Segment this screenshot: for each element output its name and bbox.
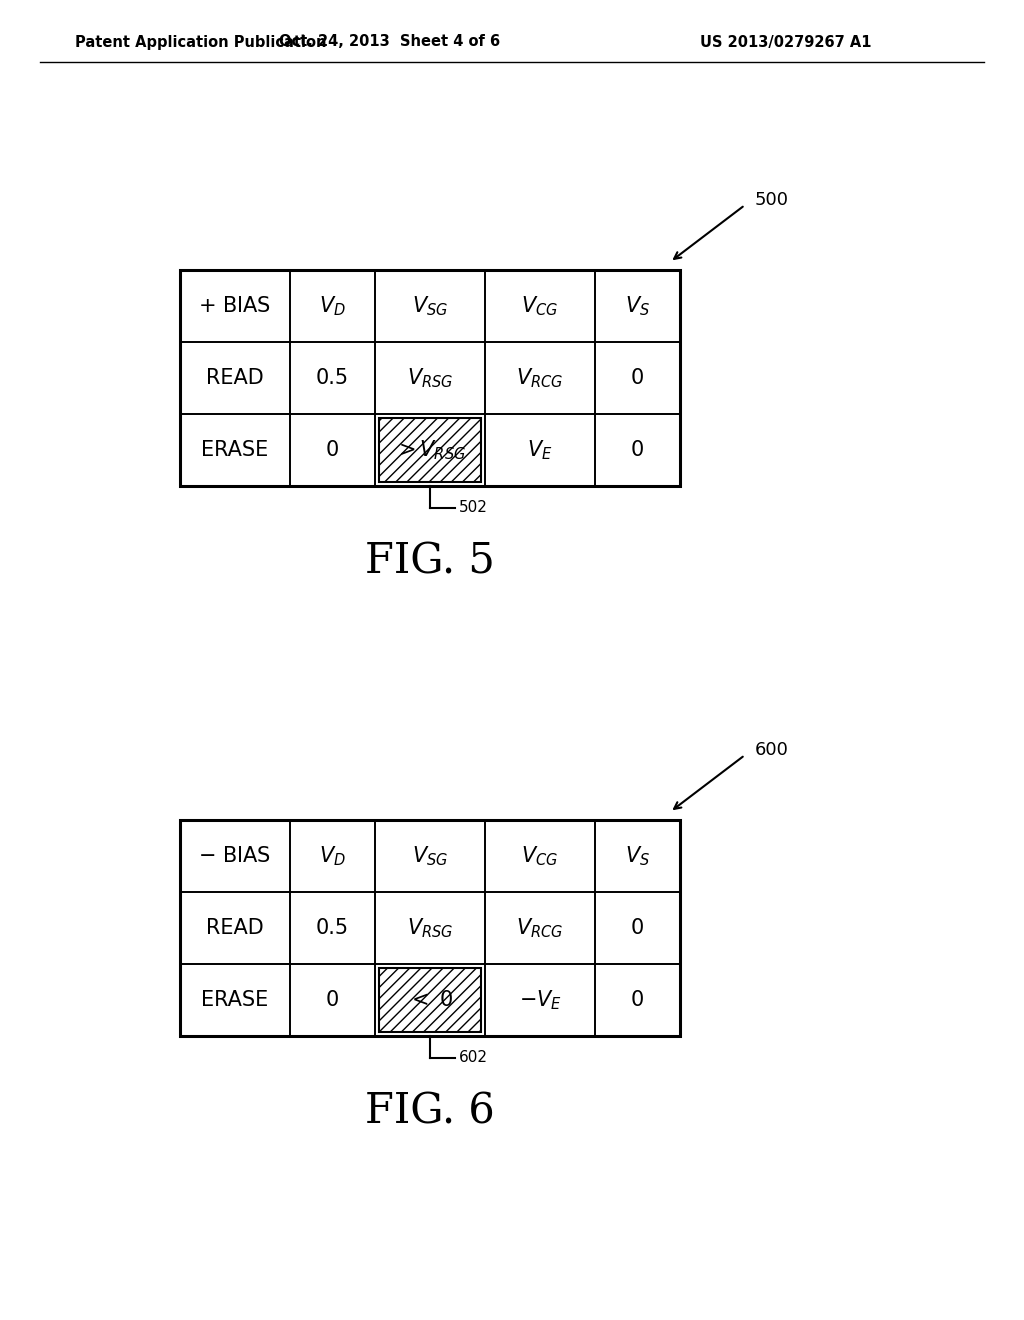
Text: FIG. 5: FIG. 5 [366, 540, 495, 582]
Text: 0: 0 [631, 990, 644, 1010]
Text: 0.5: 0.5 [316, 368, 349, 388]
Text: 0: 0 [326, 440, 339, 459]
Text: $V_{RSG}$: $V_{RSG}$ [407, 916, 454, 940]
Text: 502: 502 [459, 500, 487, 516]
Text: $V_E$: $V_E$ [527, 438, 553, 462]
Text: $+$ BIAS: $+$ BIAS [199, 296, 271, 315]
Text: READ: READ [206, 368, 264, 388]
Text: 600: 600 [755, 741, 788, 759]
Text: $-$$V_E$: $-$$V_E$ [518, 989, 561, 1012]
Text: US 2013/0279267 A1: US 2013/0279267 A1 [700, 34, 871, 49]
Text: $-$ BIAS: $-$ BIAS [199, 846, 271, 866]
Text: FIG. 6: FIG. 6 [366, 1090, 495, 1133]
Text: $V_{CG}$: $V_{CG}$ [521, 294, 558, 318]
Text: $V_{RSG}$: $V_{RSG}$ [407, 366, 454, 389]
Text: $V_{RCG}$: $V_{RCG}$ [516, 366, 563, 389]
Text: 0: 0 [326, 990, 339, 1010]
Text: 0: 0 [631, 917, 644, 939]
Text: 500: 500 [755, 191, 790, 209]
Text: ERASE: ERASE [202, 440, 268, 459]
Bar [379, 968, 481, 1032]
Text: 0: 0 [631, 368, 644, 388]
Text: $V_{RCG}$: $V_{RCG}$ [516, 916, 563, 940]
FancyBboxPatch shape [180, 820, 680, 1036]
Text: $<$ 0: $<$ 0 [407, 990, 453, 1010]
Text: $V_D$: $V_D$ [319, 845, 346, 867]
Text: 0: 0 [631, 440, 644, 459]
Text: ERASE: ERASE [202, 990, 268, 1010]
FancyBboxPatch shape [180, 271, 680, 486]
Bar [379, 418, 481, 482]
Text: READ: READ [206, 917, 264, 939]
Text: $V_D$: $V_D$ [319, 294, 346, 318]
Text: $V_S$: $V_S$ [625, 845, 650, 867]
Text: $V_S$: $V_S$ [625, 294, 650, 318]
Text: $>$$V_{RSG}$: $>$$V_{RSG}$ [394, 438, 466, 462]
Text: Oct. 24, 2013  Sheet 4 of 6: Oct. 24, 2013 Sheet 4 of 6 [280, 34, 501, 49]
Text: 0.5: 0.5 [316, 917, 349, 939]
Text: $V_{SG}$: $V_{SG}$ [412, 294, 449, 318]
Text: Patent Application Publication: Patent Application Publication [75, 34, 327, 49]
Text: 602: 602 [459, 1051, 488, 1065]
Text: $V_{SG}$: $V_{SG}$ [412, 845, 449, 867]
Text: $V_{CG}$: $V_{CG}$ [521, 845, 558, 867]
